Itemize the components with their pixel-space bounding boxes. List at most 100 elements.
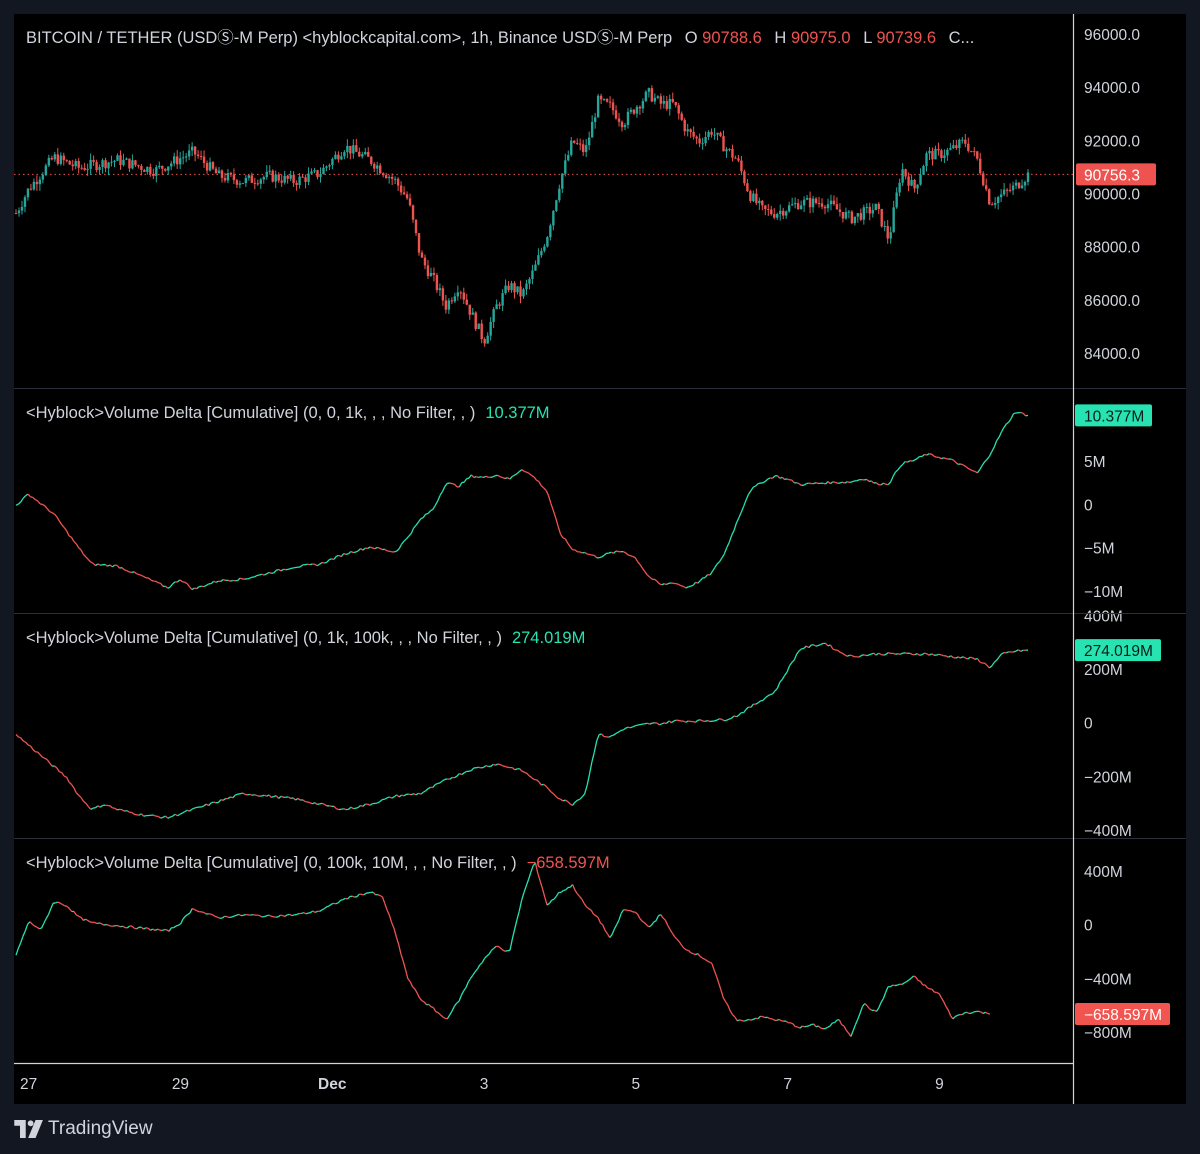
cvd-line-segment (791, 479, 795, 484)
cvd-line-segment (263, 794, 267, 797)
cvd-line-segment (637, 561, 641, 565)
candle-body (62, 155, 65, 161)
cvd-line-segment (439, 491, 444, 496)
cvd-line-segment (324, 561, 328, 564)
cvd-panel-2[interactable]: 400M 200M 0 −200M −400M <Hyblock>Volume Delta… (15, 608, 1161, 840)
price-panel[interactable]: 96000.0 94000.0 92000.0 90000.0 88000.0 86000… (14, 27, 1156, 363)
cvd-line-segment (78, 794, 82, 799)
cvd-line-segment (839, 481, 843, 484)
candle-body (623, 125, 627, 128)
cvd-line-segment (196, 910, 200, 913)
cvd-line-segment (957, 1013, 961, 1016)
candle-body (877, 203, 880, 209)
candle-body (561, 173, 564, 189)
candle-body (916, 184, 919, 189)
cvd-panel-3[interactable]: 400M 0 −400M −800M <Hyblock>Volume Delta [Cu… (15, 854, 1170, 1042)
candle-body (498, 304, 501, 306)
cvd-line-segment (1010, 413, 1015, 419)
cvd-line-segment (263, 915, 267, 918)
candle-body (507, 285, 510, 291)
candle-body (286, 175, 289, 179)
tradingview-brand[interactable]: TradingView (14, 1116, 153, 1142)
time-axis[interactable]: 27 29 Dec 3 5 7 9 (20, 1076, 944, 1093)
cvd-line-segment (888, 651, 891, 654)
cvd-line-segment (497, 474, 501, 478)
cvd-line-segment (278, 568, 282, 572)
cvd-line-segment (655, 915, 659, 921)
candle-body (776, 213, 779, 218)
cvd-line-segment (793, 653, 798, 661)
cvd-line-segment (849, 654, 853, 657)
candle-body (874, 203, 877, 211)
cvd-line-segment (980, 1011, 984, 1015)
cvd-line-segment (727, 1005, 731, 1012)
cvd-line-segment (138, 813, 142, 816)
cvd-line-segment (124, 809, 127, 812)
cvd-line-segment (827, 1025, 831, 1028)
cvd-line-segment (502, 949, 506, 952)
cvd-line-segment (598, 556, 602, 559)
cvd-value-badge-label: 274.019M (1084, 643, 1153, 660)
price-tick-label: 90000.0 (1084, 187, 1140, 204)
cvd-line-segment (784, 478, 788, 481)
cvd-line-segment (584, 785, 588, 795)
cvd-line-segment (470, 474, 475, 478)
cvd-line-segment (415, 521, 419, 526)
cvd-line-segment (391, 796, 395, 799)
cvd-line-segment (528, 472, 533, 477)
cvd-line-segment (458, 995, 462, 1002)
candle-body (999, 194, 1003, 198)
candle-body (229, 173, 233, 175)
cvd-line-segment (883, 482, 887, 485)
cvd-line-segment (493, 945, 497, 949)
cvd-line-segment (965, 657, 969, 660)
cvd-line-segment (124, 569, 128, 572)
cvd-current-value: −658.597M (527, 854, 610, 872)
cvd-tick-label: 0 (1084, 918, 1093, 935)
cvd-line-segment (504, 765, 508, 768)
cvd-line-segment (164, 585, 169, 589)
cvd-line-segment (308, 911, 311, 914)
cvd-line-segment (854, 1018, 859, 1025)
cvd-value-badge (1075, 404, 1152, 427)
candle-body (689, 129, 692, 132)
cvd-line-segment (54, 513, 58, 518)
cvd-line-segment (688, 585, 691, 588)
cvd-line-segment (796, 482, 800, 485)
cvd-line-segment (933, 455, 937, 458)
candle-body (713, 134, 716, 136)
candle-body (537, 255, 540, 265)
cvd-line-segment (726, 542, 730, 548)
cvd-line-segment (610, 734, 614, 737)
cvd-line-segment (634, 911, 638, 915)
cvd-line-segment (42, 756, 46, 759)
cvd-line-segment (948, 655, 952, 658)
cvd-line-segment (500, 476, 503, 479)
candle-body (761, 200, 764, 206)
cvd-line-segment (374, 802, 378, 805)
candle-body (770, 209, 773, 215)
cvd-line-segment (94, 921, 98, 925)
cvd-line-segment (656, 722, 660, 726)
candle-body (641, 101, 645, 109)
cvd-line-segment (632, 725, 636, 728)
cvd-line-segment (901, 982, 905, 986)
cvd-line-segment (900, 652, 903, 655)
cvd-tick-label: −800M (1084, 1025, 1132, 1042)
cvd-line-segment (858, 654, 863, 658)
cvd-panel-1[interactable]: 5M 0 −5M −10M <Hyblock>Volume Delta [Cumulat… (15, 404, 1152, 601)
cvd-line-segment (716, 561, 721, 565)
cvd-line-segment (650, 921, 655, 926)
cvd-line-segment (873, 652, 877, 656)
candle-body (773, 214, 776, 218)
cvd-line-segment (68, 908, 73, 912)
candle-body (979, 158, 982, 174)
cvd-line-segment (203, 803, 207, 807)
cvd-line-segment (414, 988, 418, 994)
time-tick-label: 7 (783, 1076, 792, 1093)
candle-body (95, 161, 98, 170)
cvd-line-segment (227, 796, 231, 800)
cvd-line-segment (653, 920, 657, 923)
candle-body (483, 339, 486, 344)
